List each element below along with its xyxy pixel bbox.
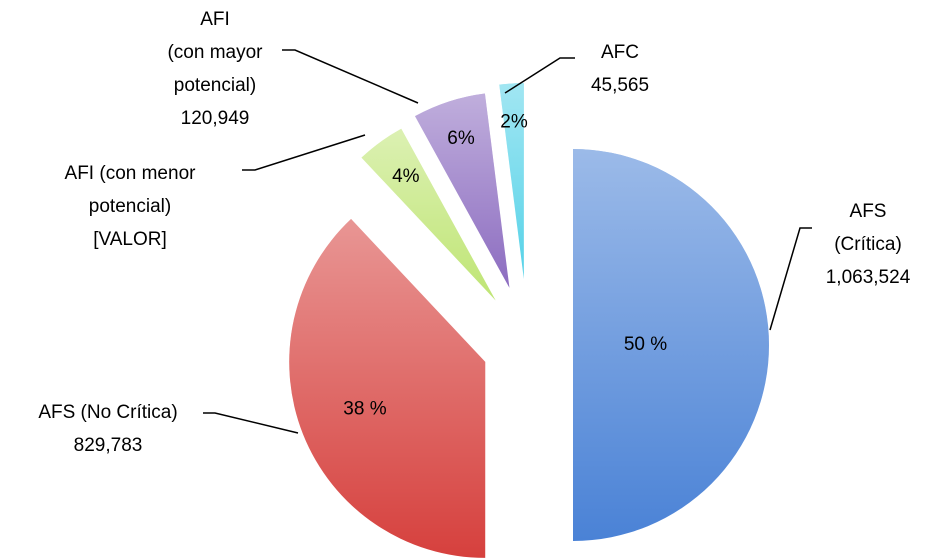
slice-percent-label: 38 % — [343, 399, 386, 420]
slice-percent-label: 2% — [500, 112, 528, 133]
slice-shine — [499, 83, 524, 280]
slice-shine — [289, 219, 486, 558]
slice-shine — [573, 149, 769, 541]
amount-label: 120,949 — [181, 108, 250, 129]
category-label: AFS (Crítica) — [834, 201, 902, 255]
slice-percent-label: 4% — [392, 166, 420, 187]
leader-line — [203, 412, 299, 434]
leader-line — [504, 57, 575, 94]
leader-line — [282, 49, 419, 104]
leader-line — [242, 134, 366, 171]
amount-label: [VALOR] — [93, 229, 167, 250]
slice-shine — [361, 128, 496, 301]
category-label: AFI (con menor potencial) — [65, 163, 197, 217]
slice-shine — [415, 93, 510, 288]
category-label: AFI (con mayor potencial) — [167, 9, 263, 96]
amount-label: 829,783 — [74, 435, 143, 456]
slice-percent-label: 50 % — [624, 334, 667, 355]
leader-line — [769, 227, 812, 331]
amount-label: 45,565 — [591, 75, 649, 96]
amount-label: 1,063,524 — [826, 267, 911, 288]
category-label: AFS (No Crítica) — [38, 402, 177, 423]
slice-percent-label: 6% — [447, 128, 475, 149]
category-label: AFC — [601, 42, 639, 63]
